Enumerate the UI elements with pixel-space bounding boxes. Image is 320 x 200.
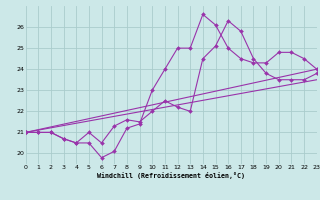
X-axis label: Windchill (Refroidissement éolien,°C): Windchill (Refroidissement éolien,°C) bbox=[97, 172, 245, 179]
